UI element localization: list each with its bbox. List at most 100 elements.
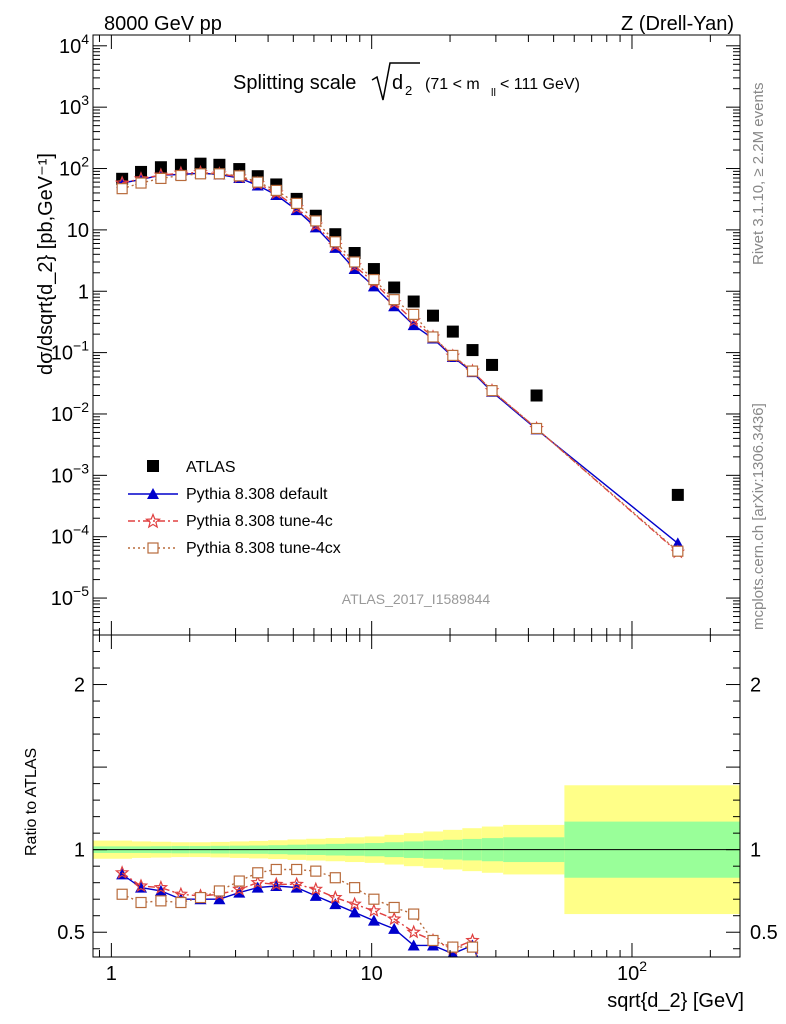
default-ratio-point-5 <box>213 893 226 905</box>
tune4cx-ratio-point-18 <box>466 941 479 953</box>
ratio-series <box>114 863 480 957</box>
atlas-point-12 <box>348 247 361 260</box>
tune4c-ratio-point-12 <box>347 896 362 911</box>
tune4cx-point-20 <box>530 422 543 435</box>
tune4c-ratio-point-13 <box>366 903 382 917</box>
legend: ATLAS Pythia 8.308 default Pythia 8.308 … <box>128 459 341 557</box>
tune4cx-point-4 <box>194 168 207 180</box>
legend-tune4cx-label: Pythia 8.308 tune-4cx <box>186 540 341 557</box>
atlas-point-20 <box>530 389 543 402</box>
rytick-label-left-1: 1 <box>74 840 85 862</box>
tune4c-ratio-point-10 <box>308 881 324 896</box>
legend-tune4cx-marker <box>147 542 159 554</box>
ytick-label-7: 10−3 <box>51 460 89 487</box>
tune4cx-point-5 <box>213 168 225 180</box>
tune4cx-ratio-point-4 <box>194 891 207 904</box>
tune4cx-point-1 <box>135 177 147 189</box>
ytick-label-8: 10−4 <box>51 522 89 549</box>
tune4cx-ratio-point-12 <box>349 882 361 894</box>
tune4c-ratio-point-11 <box>328 889 343 904</box>
tune4cx-ratio-point-17 <box>447 941 459 953</box>
tune4cx-ratio-point-16 <box>427 934 439 947</box>
default-ratio-line <box>121 873 479 957</box>
ytick-label-2: 102 <box>59 154 89 181</box>
tune4cx-point-8 <box>270 184 282 197</box>
default-ratio-point-12 <box>348 906 361 918</box>
ytick-label-6: 10−2 <box>51 399 89 426</box>
legend-atlas-marker <box>147 460 159 472</box>
rytick-label-right-1: 1 <box>750 840 761 862</box>
tune4c-ratio-point-15 <box>406 924 421 939</box>
rivet-label: Rivet 3.1.10, ≥ 2.2M events <box>750 83 767 266</box>
default-ratio-point-15 <box>407 939 420 951</box>
ytick-label-1: 103 <box>59 92 89 119</box>
default-ratio-point-7 <box>251 881 264 893</box>
atlas-point-2 <box>154 161 167 174</box>
atlas-point-18 <box>466 344 479 357</box>
main-series <box>114 157 686 559</box>
default-line <box>121 172 679 544</box>
default-point-13 <box>367 280 380 292</box>
ratio-y-axis-title: Ratio to ATLAS <box>23 748 40 856</box>
tune4cx-line <box>121 173 679 552</box>
y-axis-title: dσ/dsqrt{d_2} [pb,GeV⁻¹] <box>35 153 57 375</box>
tune4cx-point-9 <box>291 197 303 210</box>
tune4cx-point-18 <box>466 365 479 377</box>
xtick-label-2: 102 <box>617 958 647 985</box>
tune4c-ratio-point-7 <box>250 875 265 889</box>
tune4cx-point-2 <box>155 172 167 185</box>
atlas-point-21 <box>671 488 684 501</box>
legend-default-label: Pythia 8.308 default <box>186 486 328 503</box>
ytick-label-4: 1 <box>78 281 89 303</box>
tune4cx-point-6 <box>233 170 245 182</box>
ratio-plot-frame <box>92 634 741 958</box>
tune4cx-point-12 <box>349 256 361 268</box>
atlas-point-15 <box>407 295 420 308</box>
title-cut-sub: ll <box>491 87 496 99</box>
tune4cx-point-7 <box>252 176 264 188</box>
rytick-label-right-2: 0.5 <box>750 922 778 944</box>
tune4c-ratio-point-2 <box>153 879 169 894</box>
plot-title: Splitting scale d 2 (71 < m ll < 111 GeV… <box>233 62 580 101</box>
ytick-label-3: 10 <box>67 220 89 242</box>
title-main: Splitting scale <box>233 72 356 94</box>
tune4cx-ratio-point-7 <box>252 867 264 879</box>
tune4cx-ratio-point-13 <box>368 893 380 905</box>
title-sqrt-arg: d <box>392 72 403 94</box>
atlas-point-4 <box>194 157 207 170</box>
tune4cx-ratio-point-9 <box>291 863 303 876</box>
analysis-watermark: ATLAS_2017_I1589844 <box>342 591 491 607</box>
sqrt-symbol-icon <box>371 62 420 101</box>
ytick-label-0: 104 <box>59 31 89 58</box>
tune4c-ratio-point-1 <box>133 878 149 893</box>
axis-ticks <box>93 35 740 957</box>
tune4c-line <box>121 171 679 553</box>
tune4cx-point-10 <box>310 215 322 227</box>
mcplots-label: mcplots.cern.ch [arXiv:1306.3436] <box>750 403 767 630</box>
ytick-label-9: 10−5 <box>51 583 89 610</box>
legend-default-marker <box>147 488 159 499</box>
tune4cx-ratio-point-8 <box>270 863 282 876</box>
tune4cx-ratio-point-5 <box>213 885 225 897</box>
tune4c-ratio-point-0 <box>114 865 130 879</box>
tune4cx-ratio-point-2 <box>155 895 167 907</box>
tune4cx-point-0 <box>116 183 128 195</box>
default-ratio-point-11 <box>329 898 342 910</box>
tune4cx-ratio-point-1 <box>135 896 147 909</box>
tune4c-ratio-point-14 <box>386 911 402 926</box>
tune4cx-point-16 <box>427 331 439 343</box>
tune4cx-ratio-point-11 <box>329 872 341 884</box>
header-right: Z (Drell-Yan) <box>621 13 734 35</box>
rytick-label-left-2: 0.5 <box>57 922 85 944</box>
tune4c-ratio-point-8 <box>269 876 284 891</box>
tune4cx-point-13 <box>368 273 380 286</box>
atlas-point-14 <box>388 281 401 294</box>
atlas-point-19 <box>486 358 499 371</box>
legend-tune4c-label: Pythia 8.308 tune-4c <box>186 513 333 530</box>
tune4cx-point-3 <box>175 169 187 182</box>
default-ratio-point-10 <box>309 889 322 901</box>
atlas-point-16 <box>426 309 439 322</box>
title-cut-pre: (71 < m <box>425 76 480 93</box>
rytick-label-left-0: 2 <box>74 675 85 697</box>
